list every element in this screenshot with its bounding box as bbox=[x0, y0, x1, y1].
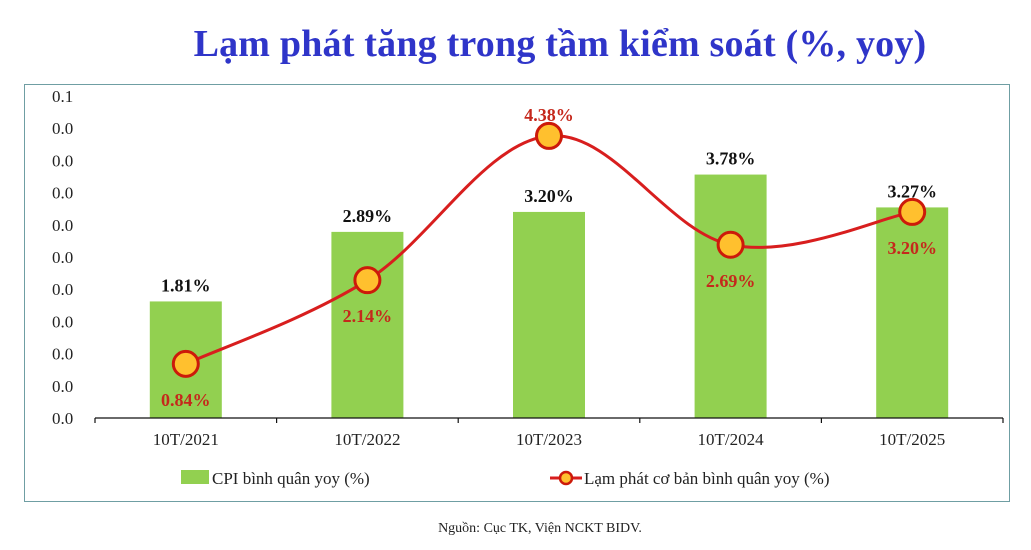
marker-core-inflation bbox=[171, 349, 200, 378]
chart-frame bbox=[24, 84, 1010, 502]
marker-core-inflation bbox=[898, 197, 927, 226]
bar-data-label: 3.27% bbox=[887, 181, 937, 201]
y-tick-label: 0.0 bbox=[52, 312, 73, 331]
bar-data-label: 2.89% bbox=[343, 206, 393, 226]
marker-core-inflation bbox=[716, 230, 745, 259]
bar-data-label: 3.20% bbox=[524, 186, 574, 206]
legend-label-line: Lạm phát cơ bản bình quân yoy (%) bbox=[584, 469, 830, 488]
bar-cpi bbox=[513, 211, 585, 418]
bar-data-label: 3.78% bbox=[706, 149, 756, 169]
line-data-label: 2.69% bbox=[706, 271, 756, 291]
x-tick-label: 10T/2024 bbox=[698, 430, 765, 449]
legend-label-bar: CPI bình quân yoy (%) bbox=[212, 469, 370, 488]
bar-cpi bbox=[694, 174, 767, 418]
bar-data-label: 1.81% bbox=[161, 275, 211, 295]
marker-core-inflation bbox=[535, 121, 563, 150]
y-tick-label: 0.0 bbox=[52, 280, 73, 299]
y-tick-label: 0.0 bbox=[52, 216, 73, 235]
source-note: Nguồn: Cục TK, Viện NCKT BIDV. bbox=[438, 521, 642, 536]
x-tick-label: 10T/2025 bbox=[879, 430, 945, 449]
chart-title: Lạm phát tăng trong tầm kiểm soát (%, yo… bbox=[193, 23, 927, 65]
legend-swatch-bar bbox=[181, 470, 209, 484]
y-tick-label: 0.0 bbox=[52, 345, 73, 364]
x-tick-label: 10T/2022 bbox=[334, 430, 400, 449]
bar-cpi bbox=[876, 207, 949, 418]
x-tick-label: 10T/2023 bbox=[516, 430, 582, 449]
y-tick-label: 0.0 bbox=[52, 248, 73, 267]
legend-swatch-marker bbox=[558, 470, 574, 486]
line-data-label: 4.38% bbox=[524, 105, 574, 125]
line-data-label: 3.20% bbox=[887, 238, 937, 258]
y-tick-label: 0.0 bbox=[52, 151, 73, 170]
y-tick-label: 0.0 bbox=[52, 184, 73, 203]
line-data-label: 2.14% bbox=[343, 306, 393, 326]
y-tick-label: 0.0 bbox=[52, 377, 73, 396]
y-tick-label: 0.1 bbox=[52, 87, 73, 106]
x-tick-label: 10T/2021 bbox=[153, 430, 219, 449]
marker-core-inflation bbox=[353, 266, 382, 295]
y-tick-label: 0.0 bbox=[52, 409, 73, 428]
y-tick-label: 0.0 bbox=[52, 119, 73, 138]
line-data-label: 0.84% bbox=[161, 390, 211, 410]
